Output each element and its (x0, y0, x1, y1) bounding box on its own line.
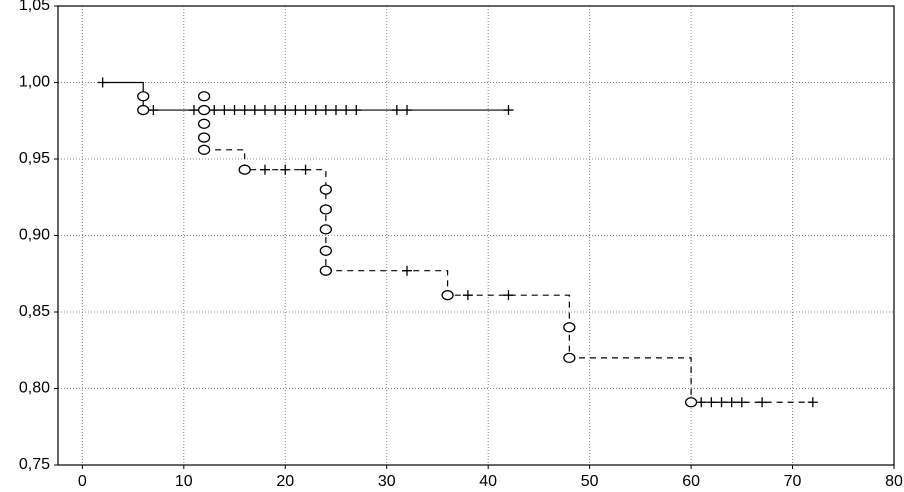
censor-mark (300, 105, 311, 116)
event-mark (563, 322, 576, 333)
censor-mark (351, 105, 362, 116)
y-tick-label: 0,95 (19, 150, 50, 167)
x-tick-label: 60 (682, 473, 700, 490)
event-mark (197, 132, 211, 143)
censor-mark (503, 290, 514, 301)
x-tick-label: 40 (479, 473, 497, 490)
plot-frame (57, 5, 895, 466)
y-tick-label: 1,00 (19, 74, 50, 91)
censor-mark (330, 105, 341, 116)
censor-mark (807, 397, 818, 408)
event-mark (319, 204, 332, 215)
event-mark (319, 245, 332, 256)
censor-mark (706, 397, 717, 408)
event-mark (137, 104, 150, 116)
event-mark (197, 118, 211, 129)
y-tick-label: 0,80 (19, 380, 50, 397)
censor-mark (188, 105, 199, 116)
event-mark (137, 91, 150, 102)
censor-mark (320, 105, 331, 116)
y-tick-label: 0,90 (19, 227, 50, 244)
x-tick-label: 70 (784, 473, 802, 490)
censor-mark (259, 164, 270, 175)
censor-mark (300, 164, 311, 175)
censor-mark (239, 105, 250, 116)
censor-mark (280, 164, 291, 175)
censor-mark (148, 105, 159, 116)
x-tick-label: 10 (175, 473, 193, 490)
event-mark (197, 144, 211, 155)
censor-mark (290, 105, 301, 116)
event-mark (238, 164, 251, 175)
censor-mark (280, 105, 291, 116)
censor-mark (391, 105, 402, 116)
censor-mark (341, 105, 352, 116)
censor-mark (716, 397, 727, 408)
censor-mark (696, 397, 707, 408)
survival-line (204, 149, 813, 403)
censor-mark (503, 105, 514, 116)
event-mark (441, 290, 454, 301)
censor-mark (97, 77, 108, 88)
event-mark (319, 224, 332, 235)
event-mark (563, 352, 576, 364)
censor-mark (219, 105, 230, 116)
x-tick-label: 20 (276, 473, 294, 490)
event-mark (197, 104, 211, 116)
y-tick-label: 1,05 (19, 0, 50, 14)
censor-mark (259, 105, 270, 116)
event-mark (197, 91, 211, 102)
censor-mark (229, 105, 240, 116)
censor-mark (270, 105, 281, 116)
censor-mark (402, 105, 413, 116)
censor-mark (726, 397, 737, 408)
x-tick-label: 50 (581, 473, 599, 490)
censor-mark (462, 290, 473, 301)
censor-mark (310, 105, 321, 116)
x-tick-label: 0 (78, 473, 87, 490)
event-mark (319, 265, 332, 276)
censor-mark (209, 105, 220, 116)
censor-mark (402, 265, 413, 276)
censor-mark (757, 397, 768, 408)
event-mark (684, 397, 698, 408)
x-tick-label: 30 (378, 473, 396, 490)
y-tick-label: 0,75 (19, 456, 50, 473)
y-tick-label: 0,85 (19, 303, 50, 320)
censor-mark (736, 397, 747, 408)
event-mark (319, 184, 332, 195)
censor-mark (249, 105, 260, 116)
x-tick-label: 80 (885, 473, 903, 490)
